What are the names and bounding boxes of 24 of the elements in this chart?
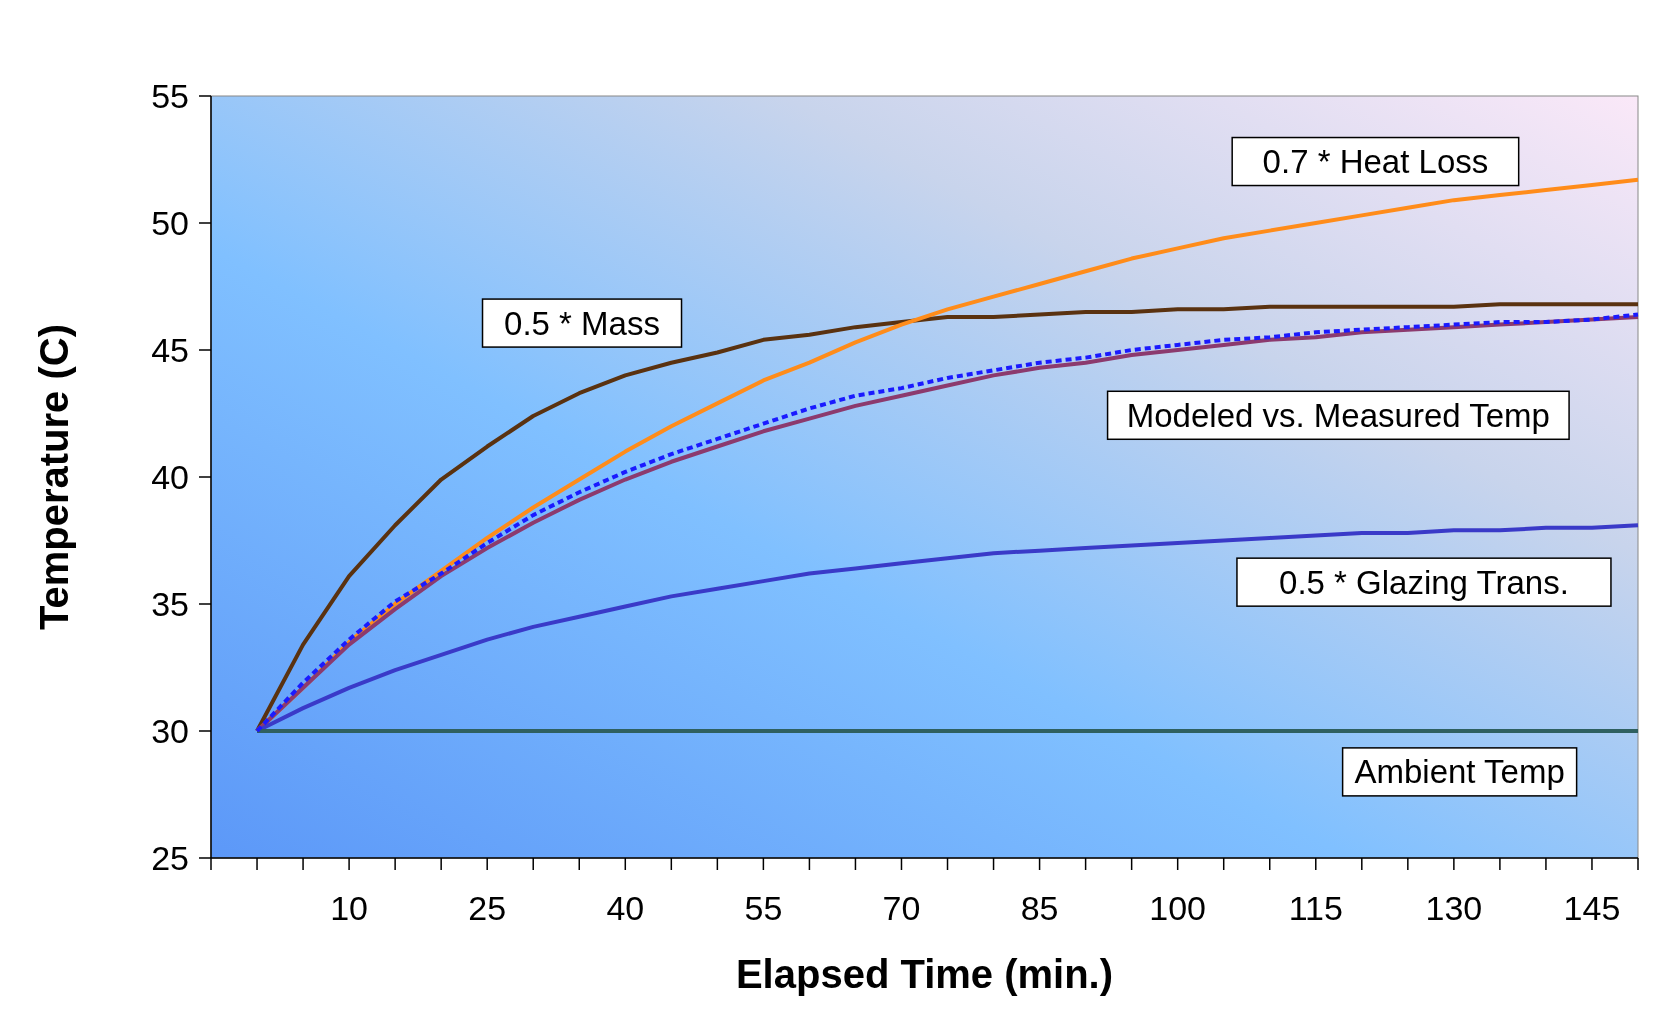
- x-tick-label: 10: [330, 889, 369, 927]
- x-tick-label: 55: [744, 889, 783, 927]
- series-label: 0.5 * Glazing Trans.: [1279, 563, 1569, 601]
- y-axis-title: Temperature (C): [32, 324, 76, 630]
- y-tick-label: 50: [151, 203, 189, 242]
- series-label: Modeled vs. Measured Temp: [1126, 396, 1550, 434]
- x-tick-label: 70: [882, 889, 921, 927]
- x-tick-label: 25: [468, 889, 507, 927]
- x-tick-label: 130: [1425, 889, 1483, 927]
- series-label: 0.7 * Heat Loss: [1262, 143, 1489, 181]
- x-tick-label: 145: [1563, 889, 1621, 927]
- y-tick-label: 40: [151, 457, 189, 496]
- x-tick-label: 115: [1288, 889, 1343, 927]
- x-tick-label: 40: [606, 889, 645, 927]
- series-label: Ambient Temp: [1354, 753, 1565, 791]
- series-label: 0.5 * Mass: [504, 304, 660, 342]
- y-tick-label: 45: [151, 330, 189, 369]
- y-tick-label: 55: [151, 76, 189, 115]
- y-tick-label: 35: [151, 584, 189, 623]
- x-tick-label: 100: [1149, 889, 1207, 927]
- y-tick-label: 25: [151, 838, 189, 877]
- y-tick-label: 30: [151, 711, 189, 750]
- x-axis-title: Elapsed Time (min.): [735, 952, 1114, 996]
- x-tick-label: 85: [1020, 889, 1059, 927]
